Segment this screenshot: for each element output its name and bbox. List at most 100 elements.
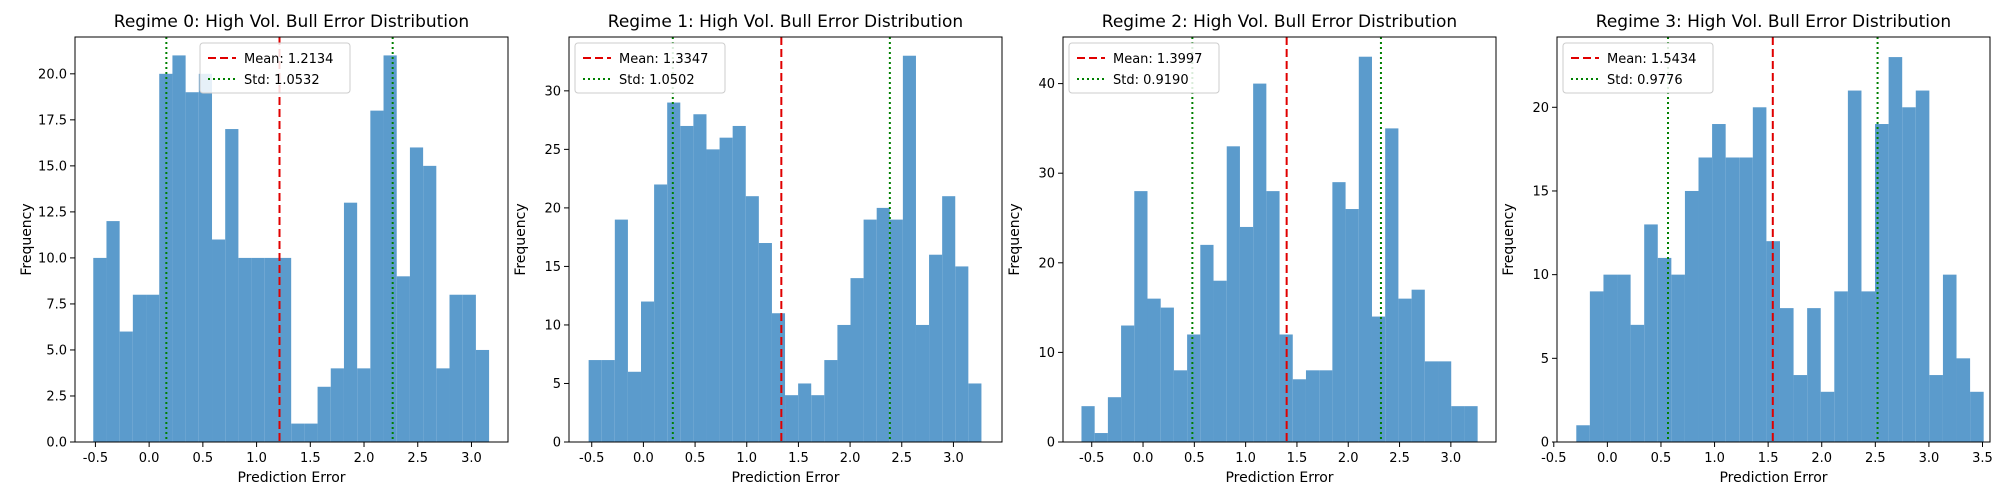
histogram-bar: [641, 301, 655, 442]
histogram-bar: [758, 243, 772, 442]
y-tick-label: 5.0: [46, 343, 67, 358]
histogram-bar: [1576, 425, 1590, 442]
histogram-bar: [1160, 307, 1174, 442]
histogram-bar: [1332, 182, 1346, 443]
histogram-bar: [1644, 224, 1658, 442]
y-tick-label: 15.0: [38, 159, 67, 174]
chart-panel-2: -0.5 0.0 0.5 1.0 1.5 2.0 2.5 3.0 0 10 20 30 40 Regime…: [1007, 12, 1497, 486]
x-tick-label: 1.0: [1704, 451, 1725, 466]
histogram-bar: [1712, 124, 1726, 443]
histogram-bar: [119, 331, 133, 442]
x-axis-label: Prediction Error: [731, 470, 839, 486]
y-tick-label: 20: [1532, 101, 1549, 116]
histogram-bar: [1239, 226, 1254, 442]
histogram-bars: [1576, 57, 1984, 443]
histogram-bar: [475, 349, 490, 442]
histogram-bar: [1942, 274, 1957, 442]
histogram-bar: [1081, 406, 1095, 442]
y-tick-label: 0: [1047, 436, 1055, 451]
histogram-bar: [588, 360, 602, 442]
histogram-bar: [1902, 107, 1916, 443]
y-tick-label: 15: [1532, 184, 1549, 199]
histogram-bar: [449, 294, 463, 442]
histogram-bar: [106, 221, 120, 442]
histogram-bar: [238, 257, 252, 442]
histogram-bar: [277, 257, 292, 442]
x-tick-label: -0.5: [579, 451, 604, 466]
histogram-bar: [93, 257, 107, 442]
y-tick-label: 15: [544, 260, 561, 275]
legend-mean-label: Mean: 1.3347: [619, 52, 708, 67]
histogram-bars: [588, 55, 982, 443]
y-axis-label: Frequency: [1007, 203, 1023, 275]
histogram-bar: [1305, 370, 1320, 442]
x-tick-label: 2.0: [354, 451, 375, 466]
histogram-bar: [627, 371, 642, 442]
histogram-bar: [1253, 83, 1267, 442]
legend: Mean: 1.3347 Std: 1.0502: [574, 42, 726, 94]
histogram-bar: [1200, 244, 1214, 442]
chart-panel-1: -0.5 0.0 0.5 1.0 1.5 2.0 2.5 3.0 0 5 10 15 20 25 30 Reg…: [513, 12, 1003, 486]
histogram-bar: [654, 184, 668, 443]
histogram-bar: [436, 368, 450, 442]
y-tick-label: 7.5: [46, 297, 67, 312]
histogram-bar: [1684, 190, 1699, 442]
x-tick-label: 1.0: [736, 451, 757, 466]
histogram-bar: [172, 55, 186, 443]
y-tick-label: 20: [544, 201, 561, 216]
x-tick-label: 1.5: [300, 451, 321, 466]
histogram-bar: [889, 219, 903, 442]
histogram-bar: [1358, 56, 1372, 442]
histogram-bar: [1345, 209, 1359, 442]
y-tick-label: 2.5: [46, 389, 67, 404]
histogram-bar: [198, 73, 213, 443]
histogram-bar: [1424, 361, 1439, 442]
axes-frame: [1062, 36, 1497, 443]
legend-mean-label: Mean: 1.3997: [1113, 52, 1202, 67]
histogram-bar: [185, 92, 199, 443]
histogram-bar: [732, 125, 746, 442]
y-tick-label: 0: [553, 436, 561, 451]
x-tick-label: 2.5: [891, 451, 912, 466]
x-axis-label: Prediction Error: [1225, 470, 1333, 486]
x-tick-label: 0.5: [685, 451, 706, 466]
legend-box: [574, 42, 726, 94]
x-tick-label: 2.0: [1338, 451, 1359, 466]
legend-box: [1562, 42, 1714, 94]
histogram-bar: [915, 324, 930, 442]
histogram-bar: [1371, 316, 1386, 442]
histogram-bar: [1134, 191, 1148, 442]
histogram-bar: [1266, 191, 1280, 442]
histogram-bar: [146, 294, 160, 442]
histogram-bar: [955, 266, 969, 442]
histogram-bar: [396, 276, 410, 442]
histogram-bar: [811, 395, 825, 442]
histogram-bar: [264, 257, 278, 442]
y-tick-label: 30: [544, 84, 561, 99]
histogram-bar: [1725, 157, 1740, 443]
y-tick-label: 10: [544, 318, 561, 333]
histogram-bar: [863, 219, 877, 442]
histogram-bar: [1121, 325, 1135, 442]
histogram-bar: [876, 207, 890, 442]
y-tick-label: 30: [1038, 167, 1055, 182]
histogram-bar: [745, 196, 759, 442]
legend-std-label: Std: 1.0502: [619, 73, 695, 88]
histogram-bar: [771, 313, 786, 442]
histogram-bar: [1292, 379, 1306, 442]
histogram-bar: [1187, 334, 1201, 442]
histogram-bar: [225, 129, 239, 442]
histogram-bar: [1671, 274, 1685, 442]
histogram-bar: [1956, 358, 1971, 442]
histogram-bar: [409, 147, 424, 443]
histogram-bar: [291, 423, 305, 442]
y-tick-label: 10.0: [38, 251, 67, 266]
chart-title: Regime 0: High Vol. Bull Error Distribut…: [114, 12, 469, 32]
chart-panel-0: -0.5 0.0 0.5 1.0 1.5 2.0 2.5 3.0 0.0 2.5 5.0 7.5 10.…: [19, 12, 509, 486]
histogram-bar: [1779, 308, 1794, 442]
histogram-bar: [357, 368, 371, 442]
histogram-bar: [719, 137, 733, 442]
histogram-bar: [601, 360, 615, 442]
x-tick-label: 0.5: [1184, 451, 1205, 466]
histogram-bar: [785, 395, 799, 442]
